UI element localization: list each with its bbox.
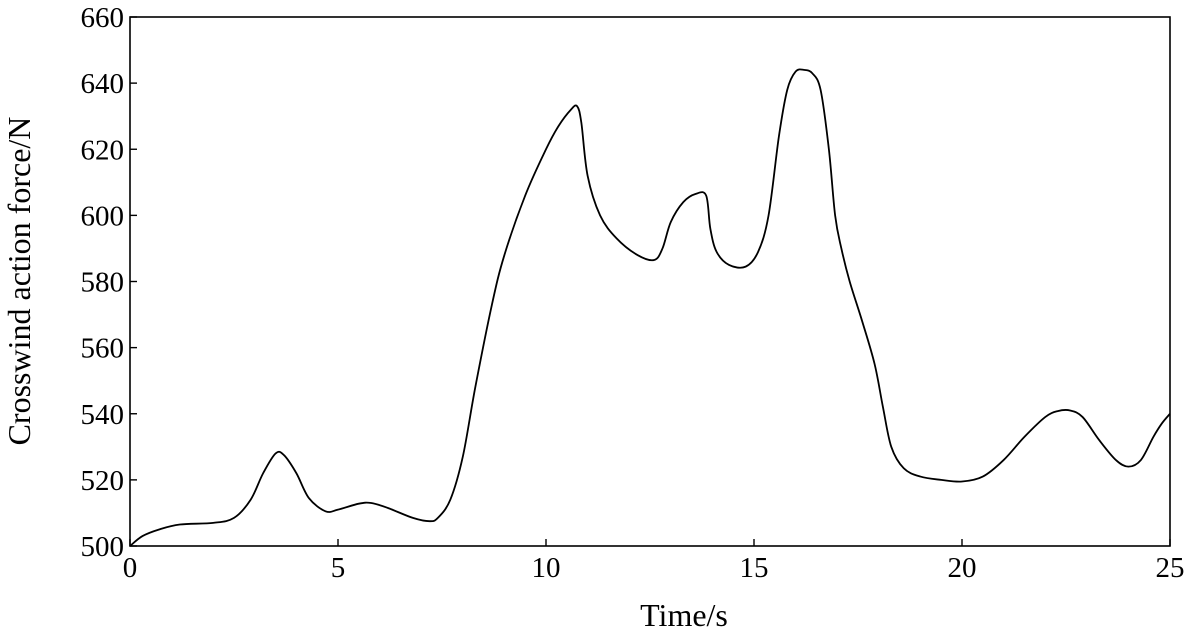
x-tick-label: 10 — [532, 552, 561, 584]
x-tick-label: 15 — [740, 552, 769, 584]
y-tick-label: 520 — [81, 465, 125, 497]
y-tick-label: 560 — [81, 333, 125, 365]
y-tick-label: 620 — [81, 134, 125, 166]
x-axis-ticks: 0 5 10 15 20 25 — [123, 539, 1185, 584]
plot-frame — [129, 16, 1171, 547]
y-tick-label: 660 — [81, 2, 125, 34]
y-tick-label: 540 — [81, 399, 125, 431]
x-tick-label: 5 — [331, 552, 346, 584]
y-tick-label: 580 — [81, 267, 125, 299]
y-tick-label: 600 — [81, 200, 125, 232]
x-tick-label: 0 — [123, 552, 138, 584]
x-tick-label: 25 — [1156, 552, 1185, 584]
y-axis-ticks: 500 520 540 560 580 600 620 640 660 — [81, 2, 137, 563]
series-line — [129, 68, 1171, 547]
y-tick-label: 500 — [81, 531, 125, 563]
x-axis-label: Time/s — [640, 597, 728, 633]
y-tick-label: 640 — [81, 68, 125, 100]
x-tick-label: 20 — [948, 552, 977, 584]
y-axis-label: Crosswind action force/N — [1, 117, 37, 446]
